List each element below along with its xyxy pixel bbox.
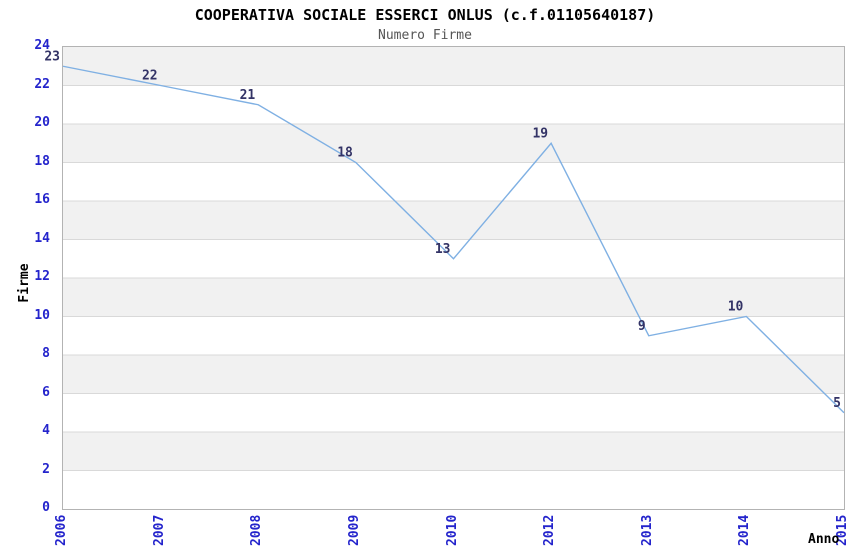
x-tick-2013: 2013 (639, 514, 655, 546)
x-tick-2008: 2008 (249, 514, 265, 546)
background-band (63, 393, 844, 432)
x-tick-2009: 2009 (346, 514, 362, 546)
point-label-2008: 21 (240, 88, 256, 103)
point-label-2007: 22 (142, 69, 158, 84)
background-band (63, 162, 844, 201)
y-tick-4: 4 (42, 423, 50, 438)
background-band (63, 47, 844, 86)
y-tick-18: 18 (34, 153, 50, 169)
background-band (63, 470, 844, 509)
x-tick-2006: 2006 (54, 514, 69, 546)
series-line-firme (62, 65, 845, 414)
x-tick-2012: 2012 (542, 514, 558, 546)
x-tick-2014: 2014 (737, 514, 753, 546)
x-tick-2007: 2007 (151, 514, 167, 546)
background-band (63, 85, 844, 124)
background-band (63, 124, 844, 163)
background-band (63, 355, 844, 394)
chart-title: COOPERATIVA SOCIALE ESSERCI ONLUS (c.f.0… (194, 6, 656, 24)
point-label-2012: 19 (532, 126, 548, 141)
point-label-2009: 18 (337, 146, 353, 161)
x-axis-label: Anno (808, 532, 840, 547)
y-tick-20: 20 (34, 115, 50, 130)
plot-area: 23 22 21 18 13 19 9 10 5 (44, 46, 845, 510)
y-tick-2: 2 (42, 461, 50, 477)
point-label-2010: 13 (435, 242, 451, 257)
background-band (63, 278, 844, 317)
point-label-2015: 5 (833, 396, 841, 411)
chart-subtitle: Numero Firme (378, 28, 472, 43)
y-axis-label: Firme (17, 263, 32, 303)
y-tick-16: 16 (34, 192, 50, 207)
y-tick-0: 0 (42, 500, 50, 515)
y-tick-8: 8 (42, 346, 50, 361)
x-tick-2010: 2010 (444, 514, 460, 546)
background-band (63, 432, 844, 471)
y-tick-14: 14 (34, 230, 50, 246)
y-tick-10: 10 (34, 307, 50, 323)
y-tick-24: 24 (34, 38, 50, 53)
y-tick-6: 6 (42, 384, 50, 400)
background-band (63, 201, 844, 240)
point-label-2013: 9 (638, 319, 646, 334)
point-label-2014: 10 (728, 300, 744, 315)
line-chart-svg: 23 22 21 18 13 19 9 10 5 (44, 47, 845, 509)
background-band (63, 316, 844, 355)
y-tick-12: 12 (34, 269, 50, 284)
y-tick-22: 22 (34, 76, 50, 92)
point-label-2006: 23 (44, 49, 60, 64)
